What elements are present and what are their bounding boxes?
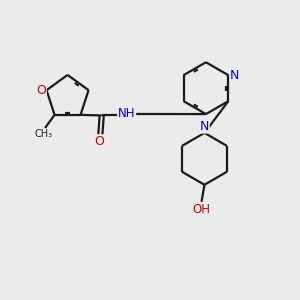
Text: NH: NH	[118, 106, 135, 120]
Text: CH₃: CH₃	[34, 129, 52, 140]
Text: N: N	[200, 120, 209, 133]
Text: O: O	[36, 84, 46, 97]
Text: O: O	[95, 135, 105, 148]
Text: OH: OH	[193, 203, 211, 216]
Text: N: N	[230, 69, 239, 82]
